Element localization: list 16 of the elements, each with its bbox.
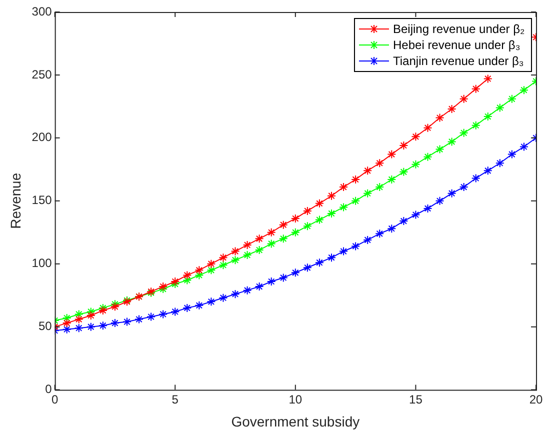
- y-tick-label: 150: [32, 193, 52, 208]
- y-axis-title: Revenue: [7, 172, 24, 229]
- legend-label: Beijing revenue under β₂: [393, 21, 525, 37]
- y-tick-label: 0: [45, 382, 52, 396]
- x-tick-label: 10: [288, 392, 302, 406]
- x-tick-label: 20: [529, 392, 543, 406]
- x-axis-title: Government subsidy: [231, 413, 360, 430]
- y-tick-label: 50: [38, 319, 52, 334]
- y-tick-label: 250: [32, 67, 52, 82]
- x-tick-label: 15: [409, 392, 423, 406]
- y-tick-label: 100: [32, 256, 52, 270]
- legend-label: Tianjin revenue under β₃: [393, 53, 524, 69]
- x-tick-label: 5: [172, 392, 179, 406]
- y-tick-label: 300: [32, 4, 52, 18]
- legend-label: Hebei revenue under β₃: [393, 37, 520, 53]
- y-tick-label: 200: [32, 130, 52, 144]
